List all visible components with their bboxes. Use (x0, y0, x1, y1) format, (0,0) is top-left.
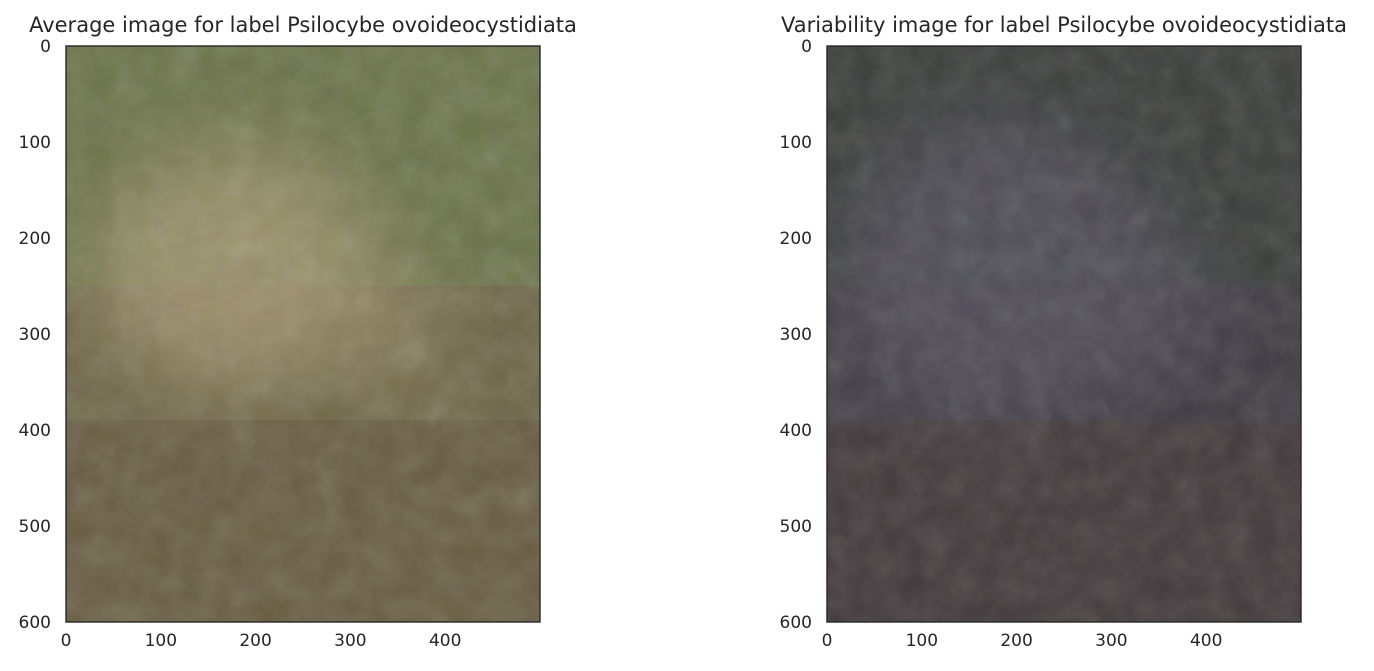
variability-image-panel: Variability image for label Psilocybe ov… (780, 13, 1347, 651)
variability-image-y-tick-label: 400 (780, 421, 812, 441)
average-image-y-tick-label: 0 (40, 37, 51, 57)
average-image-frame (65, 45, 541, 623)
average-image-x-tick-label: 200 (239, 631, 271, 651)
average-image-x-tick-label: 0 (61, 631, 72, 651)
variability-image-y-tick-label: 300 (780, 325, 812, 345)
variability-image-x-tick-label: 200 (1000, 631, 1032, 651)
variability-image-heatmap (827, 46, 1301, 622)
average-image-x-tick-label: 300 (334, 631, 366, 651)
average-image-x-ticks: 0 100 200 300 400 (61, 631, 462, 651)
variability-image-y-ticks: 0 100 200 300 400 500 600 (780, 37, 812, 633)
average-image-title: Average image for label Psilocybe ovoide… (29, 13, 577, 37)
variability-image-y-tick-label: 600 (780, 613, 812, 633)
variability-image-y-tick-label: 500 (780, 517, 812, 537)
average-image-heatmap (66, 46, 540, 622)
variability-image-y-tick-label: 100 (780, 133, 812, 153)
average-image-x-tick-label: 100 (145, 631, 177, 651)
variability-image-x-tick-label: 300 (1095, 631, 1127, 651)
average-image-y-tick-label: 200 (19, 229, 51, 249)
variability-image-x-ticks: 0 100 200 300 400 (822, 631, 1223, 651)
average-image-y-tick-label: 100 (19, 133, 51, 153)
variability-image-y-tick-label: 0 (801, 37, 812, 57)
variability-image-x-tick-label: 100 (906, 631, 938, 651)
variability-image-x-tick-label: 0 (822, 631, 833, 651)
average-image-panel: Average image for label Psilocybe ovoide… (19, 13, 577, 651)
average-image-x-tick-label: 400 (429, 631, 461, 651)
average-image-y-tick-label: 500 (19, 517, 51, 537)
average-image-y-tick-label: 300 (19, 325, 51, 345)
variability-image-y-tick-label: 200 (780, 229, 812, 249)
average-image-y-tick-label: 400 (19, 421, 51, 441)
variability-image-x-tick-label: 400 (1190, 631, 1222, 651)
variability-image-title: Variability image for label Psilocybe ov… (781, 13, 1347, 37)
average-image-y-ticks: 0 100 200 300 400 500 600 (19, 37, 51, 633)
average-image-y-tick-label: 600 (19, 613, 51, 633)
variability-image-frame (826, 45, 1302, 623)
